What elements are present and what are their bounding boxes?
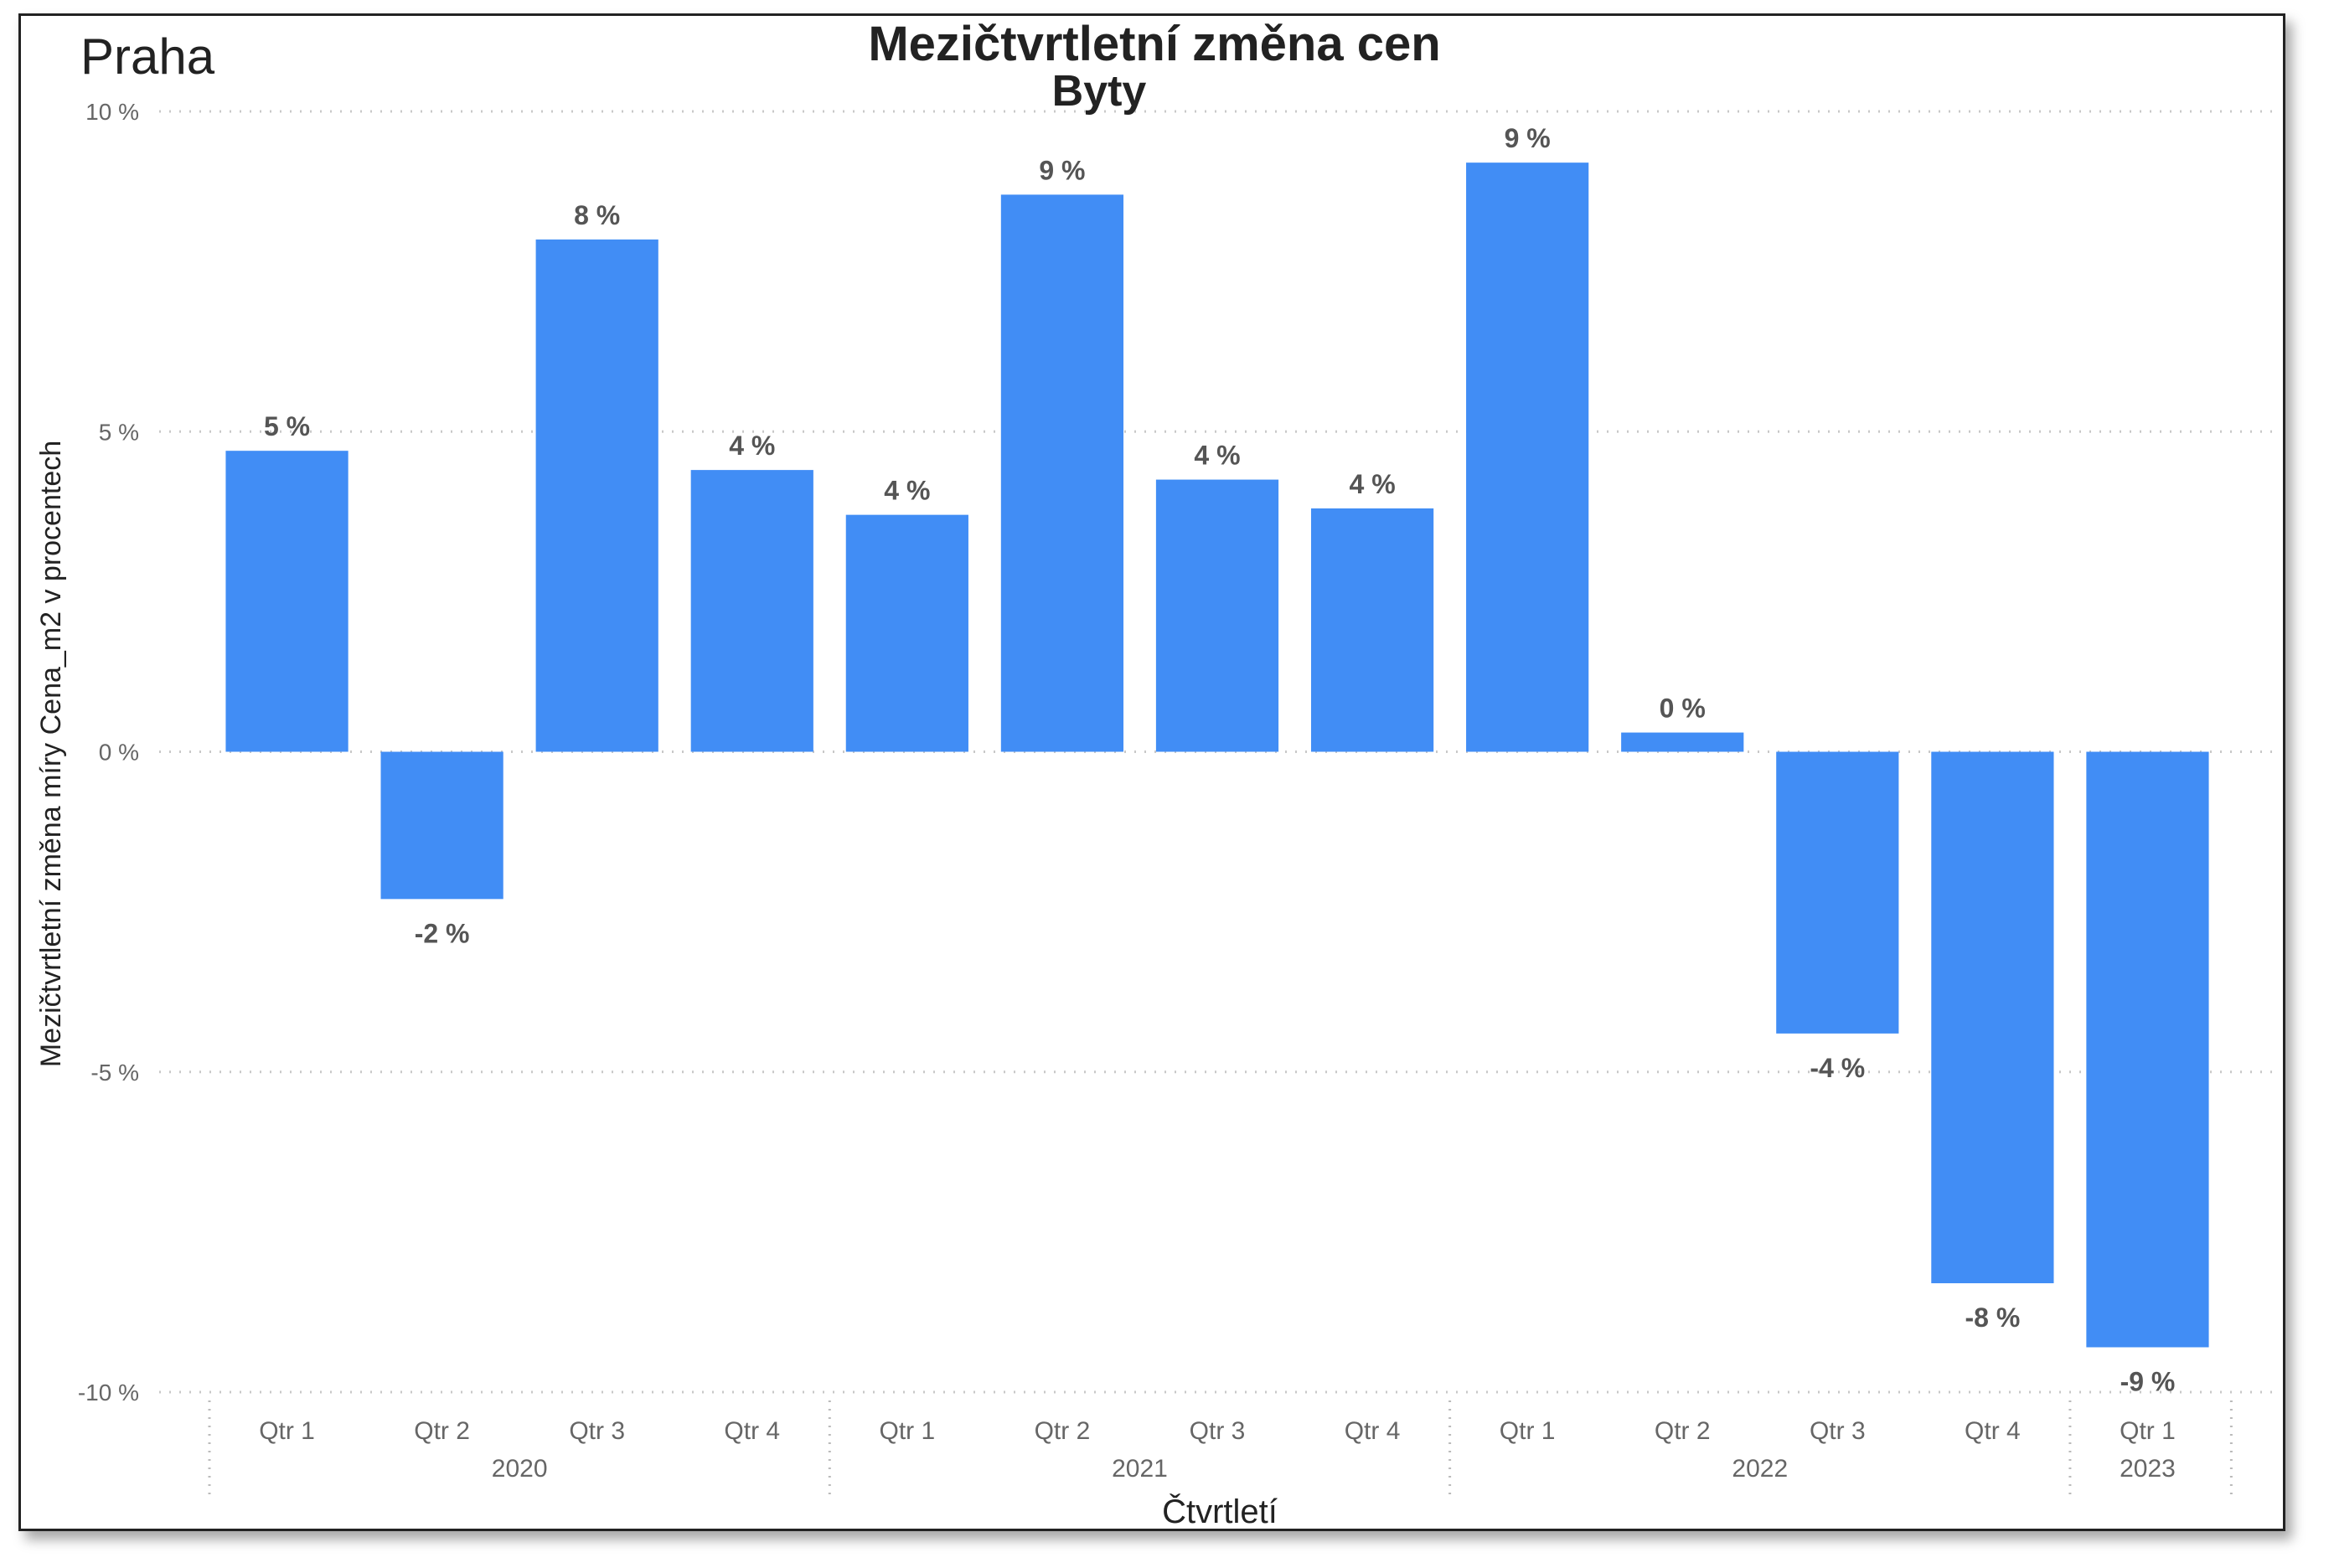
data-label: 8 %	[574, 200, 620, 230]
x-tick-label: Qtr 1	[259, 1417, 315, 1445]
data-label: -9 %	[2120, 1366, 2176, 1396]
year-label: 2022	[1732, 1455, 1788, 1483]
x-tick-label: Qtr 1	[2120, 1417, 2176, 1445]
bar	[1310, 508, 1434, 752]
chart-title: Mezičtvrtletní změna cen	[868, 17, 1440, 71]
x-tick-label: Qtr 4	[1965, 1417, 2021, 1445]
data-label: 9 %	[1039, 155, 1085, 185]
bar	[845, 514, 968, 752]
bar	[535, 239, 658, 752]
bar	[2086, 751, 2209, 1348]
x-tick-label: Qtr 3	[569, 1417, 625, 1445]
bar	[1155, 479, 1279, 752]
year-label: 2020	[492, 1455, 548, 1483]
y-tick-label: 0 %	[99, 740, 139, 766]
bar	[1466, 162, 1589, 752]
y-axis-title: Mezičtvrtletní změna míry Cena_m2 v proc…	[35, 441, 67, 1067]
y-tick-label: 5 %	[99, 419, 139, 445]
data-label: -8 %	[1965, 1302, 2020, 1333]
data-label: 0 %	[1660, 694, 1706, 724]
chart-subtitle: Byty	[1052, 67, 1147, 116]
x-axis: Qtr 1 Qtr 2 Qtr 3 Qtr 4 Qtr 1 Qtr 2 Qtr 3 Qtr 4…	[208, 1400, 2233, 1494]
data-label: 4 %	[1350, 469, 1396, 499]
data-label: 5 %	[264, 411, 310, 441]
x-tick-label: Qtr 1	[1500, 1417, 1556, 1445]
y-tick-label: -5 %	[90, 1060, 139, 1086]
data-label: 4 %	[729, 431, 775, 461]
x-tick-label: Qtr 1	[880, 1417, 936, 1445]
x-tick-label: Qtr 4	[1345, 1417, 1401, 1445]
year-label: 2021	[1112, 1455, 1168, 1483]
x-tick-label: Qtr 4	[724, 1417, 780, 1445]
x-tick-label: Qtr 3	[1190, 1417, 1246, 1445]
x-tick-label: Qtr 3	[1810, 1417, 1866, 1445]
data-label: 4 %	[884, 476, 930, 506]
y-axis: -10 % -5 % 0 % 5 % 10 %	[78, 99, 139, 1406]
data-labels: 5 % -2 % 8 % 4 % 4 % 9 % 4 % 4 % 9 % 0 % -4 % -8 % -…	[264, 123, 2175, 1396]
x-axis-title: Čtvrtletí	[1162, 1493, 1278, 1530]
x-tick-label: Qtr 2	[1655, 1417, 1711, 1445]
bar	[380, 751, 503, 900]
corner-label: Praha	[80, 28, 215, 85]
bars	[225, 162, 2209, 1348]
data-label: 4 %	[1194, 441, 1240, 471]
bar	[1000, 194, 1124, 752]
bar	[690, 470, 813, 752]
y-tick-label: -10 %	[78, 1380, 139, 1406]
bar	[1621, 732, 1744, 752]
year-label: 2023	[2120, 1455, 2176, 1483]
x-tick-label: Qtr 2	[1035, 1417, 1091, 1445]
bar	[1931, 751, 2054, 1284]
data-label: 9 %	[1505, 123, 1551, 153]
data-label: -4 %	[1810, 1053, 1865, 1083]
x-tick-label: Qtr 2	[414, 1417, 470, 1445]
data-label: -2 %	[415, 918, 470, 948]
bar	[225, 451, 349, 752]
y-tick-label: 10 %	[85, 99, 139, 125]
grid-lines	[159, 110, 2279, 1394]
bar	[1776, 751, 1899, 1034]
